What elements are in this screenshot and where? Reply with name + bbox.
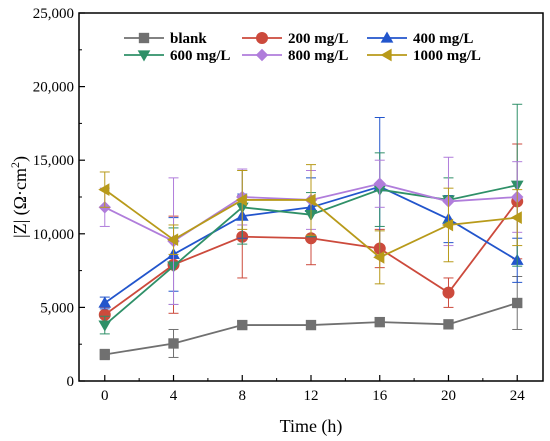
x-tick-label: 8 [239,388,247,404]
data-point [442,286,455,299]
legend-item: blank [124,31,207,47]
data-point [441,218,454,232]
y-axis-title: |Z| (Ω·cm2) [8,156,31,238]
data-point [374,316,385,328]
legend-label: 400 mg/L [413,31,473,47]
data-point [443,319,454,330]
legend-marker [256,32,268,44]
y-tick-label: 15,000 [33,153,74,169]
legend-label: 200 mg/L [288,31,348,47]
data-point [512,297,523,309]
series-1000-mg-l [98,164,523,285]
legend-marker [380,48,392,62]
legend-label: blank [170,31,207,47]
legend-label: 1000 mg/L [413,48,481,64]
y-tick-label: 25,000 [33,6,74,22]
data-point [510,211,522,224]
data-point [99,349,110,360]
data-point [237,319,248,331]
y-tick-label: 5,000 [40,300,74,316]
x-tick-label: 16 [372,388,388,404]
series-blank [99,275,523,361]
x-tick-label: 20 [441,388,456,404]
legend: blank 200 mg/L 400 mg/L 600 mg/L 800 mg/L 100… [124,31,481,64]
data-point [235,193,247,207]
data-point [168,338,179,349]
data-point [98,320,112,332]
legend-marker [380,31,394,43]
legend-label: 800 mg/L [288,48,348,64]
x-tick-label: 12 [304,388,319,404]
x-tick-label: 0 [101,388,109,404]
data-point [373,250,385,264]
data-point [98,183,110,197]
data-point [304,193,316,207]
legend-label: 600 mg/L [170,48,230,64]
data-point [167,233,179,247]
data-point [98,296,112,308]
x-axis: 0 4 8 12 16 20 24 [101,375,525,404]
legend-item: 800 mg/L [242,48,348,64]
legend-item: 200 mg/L [242,31,348,47]
y-tick-label: 0 [67,374,75,390]
legend-item: 600 mg/L [124,48,230,64]
x-tick-label: 4 [170,388,178,404]
data-point [373,177,386,190]
y-tick-label: 20,000 [33,80,74,96]
legend-item: 400 mg/L [367,31,473,47]
x-tick-label: 24 [510,388,526,404]
legend-item: 1000 mg/L [367,48,481,64]
series-layer [98,103,524,361]
data-point [305,319,317,331]
legend-marker [138,32,150,44]
y-axis: 0 5,000 10,000 15,000 20,000 25,000 [33,6,85,390]
legend-marker [137,50,151,62]
legend-marker [255,48,269,62]
x-axis-title: Time (h) [280,416,343,437]
y-tick-label: 10,000 [33,227,74,243]
